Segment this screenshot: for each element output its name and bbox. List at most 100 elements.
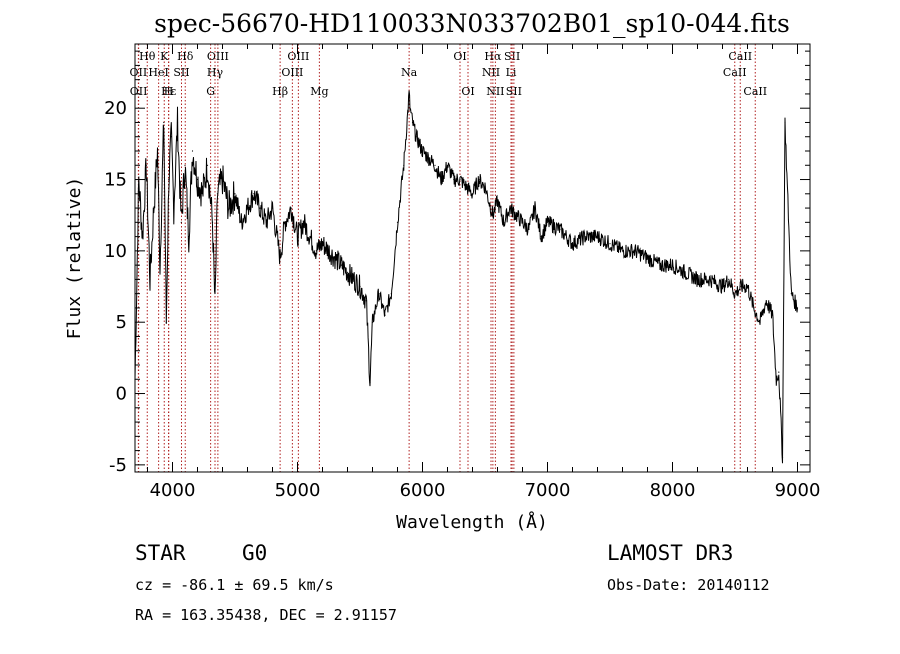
x-tick-label: 5000 xyxy=(275,480,321,501)
spectral-line-label: H xyxy=(164,85,174,98)
spectral-line-label: OIII xyxy=(207,50,229,63)
spectrum-point xyxy=(646,257,649,259)
spectrum-point xyxy=(149,278,151,280)
spectrum-point xyxy=(596,236,599,238)
spectrum-point xyxy=(492,214,494,216)
spectrum-point xyxy=(309,236,311,238)
spectrum-point xyxy=(609,243,611,245)
spectrum-point xyxy=(740,285,742,288)
spectrum-point xyxy=(259,207,261,209)
spectrum-point xyxy=(315,250,317,252)
spectral-line-label: Hα xyxy=(484,50,502,63)
spectrum-point xyxy=(521,221,524,223)
spectrum-point xyxy=(396,221,399,223)
spectrum-point xyxy=(159,264,161,266)
spectrum-point xyxy=(206,164,209,166)
spectrum-point xyxy=(728,278,730,280)
redshift-readout: cz = -86.1 ± 69.5 km/s xyxy=(135,576,334,594)
coordinates-readout: RA = 163.35438, DEC = 2.91157 xyxy=(135,606,397,624)
spectrum-point xyxy=(378,293,380,295)
spectrum-point xyxy=(471,193,474,195)
spectrum-point xyxy=(784,121,786,124)
obs-date: Obs-Date: 20140112 xyxy=(607,576,770,594)
spectrum-point xyxy=(465,186,467,188)
spectrum-point xyxy=(265,221,267,223)
spectral-line-label: OIII xyxy=(281,66,303,79)
spectrum-point xyxy=(421,150,424,152)
spectrum-point xyxy=(409,107,411,109)
spectrum-point xyxy=(781,457,784,459)
y-tick-label: 10 xyxy=(104,241,127,262)
spectrum-point xyxy=(365,300,367,302)
spectral-line-label: OII xyxy=(130,85,148,98)
spectral-line-label: OI xyxy=(453,50,466,63)
spectrum-point xyxy=(156,150,159,152)
spectrum-point xyxy=(165,321,167,323)
spectrum-point xyxy=(334,257,336,259)
spectral-line-label: NII xyxy=(486,85,504,98)
spectrum-point xyxy=(141,236,144,238)
spectrum-point xyxy=(188,236,190,238)
spectrum-point xyxy=(384,314,386,316)
spectrum-point xyxy=(559,228,561,231)
spectrum-point xyxy=(484,186,486,188)
y-axis: -5 0 5 10 15 20 xyxy=(104,50,810,476)
spectrum-point xyxy=(234,193,236,195)
spectrum-point xyxy=(184,164,186,166)
spectrum-point xyxy=(478,178,480,181)
spectrum-point xyxy=(371,321,374,323)
spectrum-point xyxy=(214,307,216,309)
spectrum-point xyxy=(180,221,182,223)
spectrum-point xyxy=(621,250,624,252)
spectrum-point xyxy=(671,264,674,266)
spectrum-point xyxy=(279,257,281,259)
spectrum-point xyxy=(540,236,542,238)
spectrum-point xyxy=(446,164,449,166)
spectrum-point xyxy=(746,285,749,288)
spectrum-point xyxy=(284,221,286,223)
spectral-line-label: Hε xyxy=(161,85,177,98)
y-tick-label: 15 xyxy=(104,170,127,191)
spectrum-point xyxy=(145,164,147,166)
spectrum-point xyxy=(496,200,499,202)
spectral-line-label: Na xyxy=(401,66,418,79)
spectrum-point xyxy=(170,136,172,138)
spectrum-point xyxy=(775,378,777,380)
spectrum-point xyxy=(771,314,774,316)
spectrum-point xyxy=(515,214,517,216)
spectral-line-label: Hθ xyxy=(139,50,156,63)
spectrum-point xyxy=(303,221,305,223)
chart-title: spec-56670-HD110033N033702B01_sp10-044.f… xyxy=(154,9,790,38)
spectrum-point xyxy=(796,307,799,309)
spectrum-point xyxy=(321,243,324,245)
spectrum-point xyxy=(790,293,792,295)
spectral-line-label: K xyxy=(160,50,169,63)
spectrum-point xyxy=(684,271,686,273)
x-axis-title: Wavelength (Å) xyxy=(396,511,548,533)
spectrum-point xyxy=(753,307,755,309)
x-tick-label: 4000 xyxy=(150,480,196,501)
spectrum-point xyxy=(359,285,361,288)
spectrum-point xyxy=(571,243,574,245)
x-tick-label: 9000 xyxy=(775,480,821,501)
spectrum-point xyxy=(271,207,274,209)
spectral-line-label: Hγ xyxy=(207,66,224,79)
spectrum-point xyxy=(240,221,242,223)
spectrum-point xyxy=(153,207,155,209)
spectrum-series-line xyxy=(134,90,798,464)
spectrum-point xyxy=(765,300,767,302)
y-tick-label: 20 xyxy=(104,98,127,119)
spectral-line-label: Hδ xyxy=(177,50,194,63)
spectrum-point xyxy=(428,157,430,159)
spectrum-point xyxy=(228,207,230,209)
spectrum-point xyxy=(778,371,780,373)
spectral-line-label: Hβ xyxy=(272,85,288,98)
spectral-line-label: SII xyxy=(173,66,189,79)
spectrum-point xyxy=(340,264,342,266)
spectrum-point xyxy=(528,228,530,231)
spectrum-point xyxy=(369,381,371,383)
spectrum-point xyxy=(191,150,194,152)
x-tick-label: 8000 xyxy=(650,480,696,501)
